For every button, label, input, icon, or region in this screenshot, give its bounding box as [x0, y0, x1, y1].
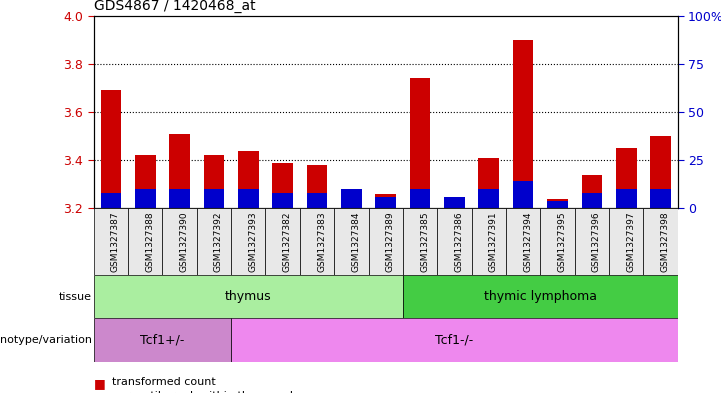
Bar	[650, 189, 671, 208]
Text: genotype/variation: genotype/variation	[0, 335, 92, 345]
Bar	[403, 275, 678, 318]
Text: transformed count: transformed count	[112, 377, 216, 387]
Bar	[197, 208, 231, 275]
Bar	[547, 200, 568, 208]
Text: GSM1327390: GSM1327390	[180, 212, 189, 272]
Bar	[650, 136, 671, 208]
Bar	[273, 193, 293, 208]
Text: GSM1327391: GSM1327391	[489, 212, 497, 272]
Bar	[643, 208, 678, 275]
Bar	[513, 40, 534, 208]
Bar	[169, 134, 190, 208]
Bar	[437, 208, 472, 275]
Bar	[376, 197, 396, 208]
Bar	[513, 181, 534, 208]
Bar	[582, 174, 602, 208]
Text: tissue: tissue	[59, 292, 92, 302]
Text: thymus: thymus	[225, 290, 272, 303]
Bar	[135, 189, 156, 208]
Bar	[479, 158, 499, 208]
Bar	[203, 189, 224, 208]
Bar	[306, 193, 327, 208]
Text: ■: ■	[94, 391, 105, 393]
Bar	[335, 208, 368, 275]
Text: GSM1327395: GSM1327395	[557, 212, 567, 272]
Bar	[306, 165, 327, 208]
Bar	[94, 275, 403, 318]
Bar	[368, 208, 403, 275]
Text: percentile rank within the sample: percentile rank within the sample	[112, 391, 300, 393]
Bar	[472, 208, 506, 275]
Text: GSM1327384: GSM1327384	[351, 212, 360, 272]
Text: Tcf1-/-: Tcf1-/-	[435, 333, 474, 347]
Bar	[609, 208, 643, 275]
Text: GSM1327388: GSM1327388	[145, 212, 154, 272]
Bar	[376, 194, 396, 208]
Text: GSM1327383: GSM1327383	[317, 212, 326, 272]
Bar	[341, 198, 362, 208]
Bar	[444, 197, 465, 208]
Bar	[162, 208, 197, 275]
Text: thymic lymphoma: thymic lymphoma	[484, 290, 597, 303]
Bar	[300, 208, 335, 275]
Text: GSM1327387: GSM1327387	[111, 212, 120, 272]
Text: GSM1327396: GSM1327396	[592, 212, 601, 272]
Text: GSM1327398: GSM1327398	[660, 212, 670, 272]
Bar	[238, 151, 259, 208]
Text: GSM1327397: GSM1327397	[627, 212, 635, 272]
Bar	[547, 198, 568, 208]
Bar	[135, 155, 156, 208]
Bar	[403, 208, 437, 275]
Text: GSM1327393: GSM1327393	[248, 212, 257, 272]
Text: GSM1327386: GSM1327386	[454, 212, 464, 272]
Bar	[94, 318, 231, 362]
Bar	[582, 193, 602, 208]
Bar	[231, 208, 265, 275]
Bar	[128, 208, 162, 275]
Bar	[101, 90, 121, 208]
Bar	[410, 189, 430, 208]
Text: GSM1327392: GSM1327392	[214, 212, 223, 272]
Bar	[341, 189, 362, 208]
Text: GSM1327382: GSM1327382	[283, 212, 292, 272]
Bar	[410, 78, 430, 208]
Text: Tcf1+/-: Tcf1+/-	[141, 333, 185, 347]
Bar	[479, 189, 499, 208]
Bar	[273, 163, 293, 208]
Text: GDS4867 / 1420468_at: GDS4867 / 1420468_at	[94, 0, 255, 13]
Bar	[265, 208, 300, 275]
Text: GSM1327394: GSM1327394	[523, 212, 532, 272]
Bar	[169, 189, 190, 208]
Text: ■: ■	[94, 377, 105, 390]
Bar	[238, 189, 259, 208]
Bar	[575, 208, 609, 275]
Bar	[203, 155, 224, 208]
Bar	[616, 148, 637, 208]
Bar	[444, 204, 465, 208]
Text: GSM1327385: GSM1327385	[420, 212, 429, 272]
Text: GSM1327389: GSM1327389	[386, 212, 394, 272]
Bar	[231, 318, 678, 362]
Bar	[506, 208, 540, 275]
Bar	[101, 193, 121, 208]
Bar	[540, 208, 575, 275]
Bar	[94, 208, 128, 275]
Bar	[616, 189, 637, 208]
